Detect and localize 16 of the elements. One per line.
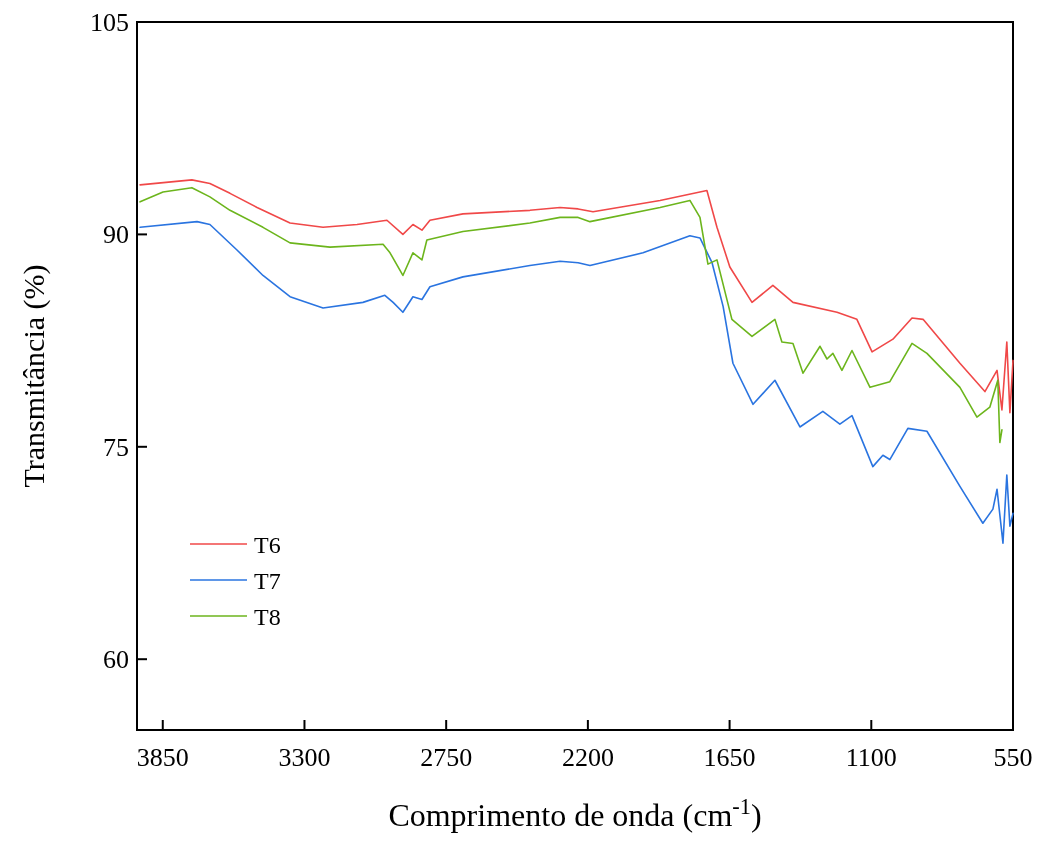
y-tick-label: 60 xyxy=(103,645,129,675)
x-tick-label: 3850 xyxy=(136,743,189,772)
x-tick-label: 3300 xyxy=(278,743,331,772)
y-axis-title: Transmitância (%) xyxy=(17,264,51,488)
legend-label: T7 xyxy=(254,568,281,594)
y-tick-label: 105 xyxy=(90,8,129,37)
x-tick-label: 1100 xyxy=(845,743,897,772)
legend-label: T6 xyxy=(254,532,281,558)
y-tick-label: 90 xyxy=(103,220,129,250)
legend-label: T8 xyxy=(254,604,281,630)
y-tick-label: 75 xyxy=(103,432,129,462)
x-tick-label: 2750 xyxy=(420,743,473,772)
x-tick-label: 1650 xyxy=(703,743,756,772)
x-axis-title: Comprimento de onda (cm$^{-1}$) xyxy=(388,793,762,833)
x-tick-label: 2200 xyxy=(561,743,614,772)
x-tick-label: 550 xyxy=(993,743,1033,772)
